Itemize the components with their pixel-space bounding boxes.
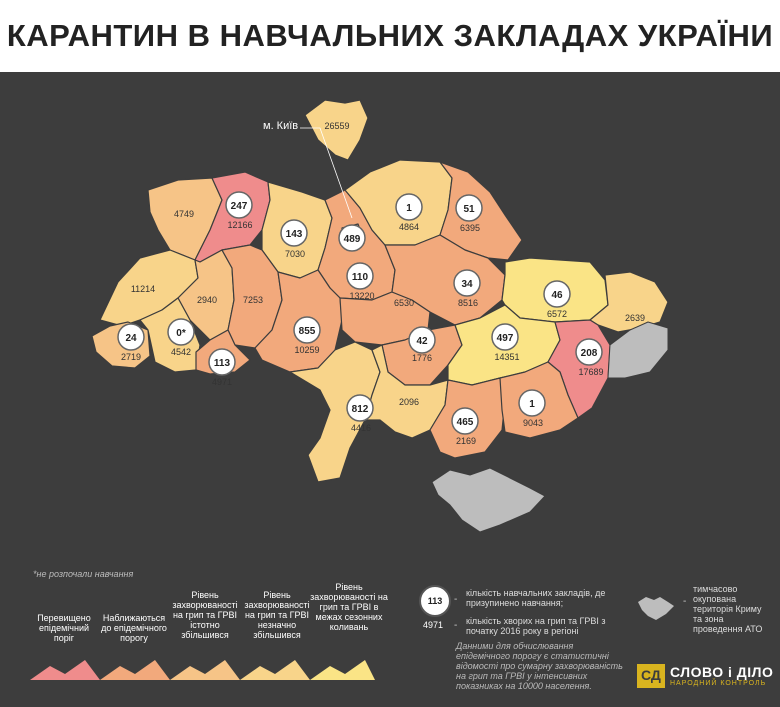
legend-circle-text: кількість навчальних закладів, де призуп…: [466, 588, 606, 608]
legend-scale: [30, 660, 375, 680]
schools-kharkiv: 46: [551, 290, 563, 301]
circle-vinnytsia: [293, 316, 321, 344]
logo: СД СЛОВО і ДІЛО НАРОДНИЙ КОНТРОЛЬ: [637, 664, 777, 690]
logo-subtitle: НАРОДНИЙ КОНТРОЛЬ: [670, 680, 767, 687]
legend-swatch-slight: [240, 660, 310, 680]
legend-label-approaching: Наближаються до епідемічного порогу: [101, 613, 167, 643]
legend-label-seasonal: Рівень захворюваності на грип та ГРВІ в …: [310, 582, 388, 632]
legend-dash-2: -: [454, 620, 458, 631]
schools-sumy: 51: [463, 204, 475, 215]
cases-north: 26559: [324, 121, 349, 131]
schools-kyiv-city: 489: [344, 234, 361, 245]
cases-chernivtsi: 4971: [212, 377, 232, 387]
cases-poltava: 8516: [458, 298, 478, 308]
schools-zaporizhzhia: 1: [529, 399, 535, 410]
cases-kherson: 2169: [456, 436, 476, 446]
schools-odesa: 812: [352, 404, 369, 415]
legend-swatch-approaching: [100, 660, 170, 680]
schools-zhytomyr: 143: [286, 229, 303, 240]
logo-mark: СД: [637, 664, 665, 688]
cases-luhansk: 2639: [625, 313, 645, 323]
legend-label-exceeded: Перевищено епідемічний поріг: [37, 613, 91, 643]
circle-zaporizhzhia: [518, 389, 546, 417]
schools-kyivska: 110: [352, 272, 369, 283]
kyiv-label: м. Київ: [263, 120, 299, 132]
cases-lviv: 11214: [131, 284, 155, 294]
circle-chernivtsi: [208, 348, 236, 376]
ukraine-map: 247 143 489 110 1 51 34 46 24 0* 113 855…: [91, 99, 669, 533]
circle-kharkiv: [543, 280, 571, 308]
circle-kyivska: [346, 262, 374, 290]
cases-cherkasy: 6530: [394, 298, 414, 308]
ato-zone: [607, 321, 669, 379]
cases-zaporizhzhia: 9043: [523, 418, 543, 428]
circle-kyiv-city: [338, 224, 366, 252]
logo-name: СЛОВО і ДІЛО: [670, 664, 774, 680]
schools-vinnytsia: 855: [299, 326, 316, 337]
circle-poltava: [453, 269, 481, 297]
cases-ivano-frankivsk: 4542: [171, 347, 191, 357]
circle-ivano-frankivsk: [167, 318, 195, 346]
legend-swatch-exceeded: [30, 660, 100, 680]
method-note: Данними для обчислювання епідемічного по…: [456, 641, 623, 691]
schools-donetsk: 208: [581, 348, 598, 359]
schools-rivne: 247: [231, 201, 248, 212]
circle-sumy: [455, 194, 483, 222]
title-bar: КАРАНТИН В НАВЧАЛЬНИХ ЗАКЛАДАХ УКРАЇНИ: [0, 0, 780, 72]
region-odeska: [289, 341, 381, 483]
legend-number-text: кількість хворих на грип та ГРВІ з почат…: [466, 616, 606, 636]
kyiv-pointer: [300, 127, 353, 219]
circle-donetsk: [575, 338, 603, 366]
legend-label-slight: Рівень захворюваності на грип та ГРВІ не…: [244, 590, 310, 640]
cases-volyn: 4749: [174, 209, 194, 219]
legend-dash-3: -: [683, 596, 687, 607]
cases-zakarpattia: 2719: [121, 352, 141, 362]
cases-vinnytsia: 10259: [294, 345, 319, 355]
cases-chernihiv: 4864: [399, 222, 419, 232]
schools-dnipro: 497: [497, 333, 514, 344]
legend-swatch-significant: [170, 660, 240, 680]
region-poltavska: [384, 234, 506, 326]
cases-odesa: 4416: [351, 423, 371, 433]
schools-kherson: 465: [457, 417, 474, 428]
circle-odesa: [346, 394, 374, 422]
legend-dash-1: -: [454, 594, 458, 605]
cases-donetsk: 17689: [578, 367, 603, 377]
circle-kherson: [451, 407, 479, 435]
circle-zakarpattia: [117, 323, 145, 351]
schools-chernihiv: 1: [406, 203, 412, 214]
cases-sumy: 6395: [460, 223, 480, 233]
circle-dnipro: [491, 323, 519, 351]
cases-kyivska: 13220: [349, 291, 374, 301]
legend-swatch-seasonal: [310, 660, 375, 680]
occupied-legend-text: тимчасово окупована територія Криму та з…: [693, 584, 763, 634]
cases-kirovohrad: 1776: [412, 353, 432, 363]
crimea: [431, 467, 546, 533]
cases-ternopil: 2940: [197, 295, 217, 305]
schools-poltava: 34: [461, 279, 473, 290]
circle-rivne: [225, 191, 253, 219]
schools-zakarpattia: 24: [125, 333, 137, 344]
cases-rivne: 12166: [227, 220, 252, 230]
cases-khmelnytsk: 7253: [243, 295, 263, 305]
page-title: КАРАНТИН В НАВЧАЛЬНИХ ЗАКЛАДАХ УКРАЇНИ: [6, 18, 774, 53]
circles: [117, 191, 603, 435]
crimea-legend-icon: [638, 597, 674, 620]
schools-ivano-frankivsk: 0*: [176, 328, 186, 339]
legend-number-example: 4971: [423, 620, 444, 630]
schools-chernivtsi: 113: [214, 358, 231, 369]
schools-kirovohrad: 42: [416, 336, 428, 347]
cases-dnipro: 14351: [494, 352, 519, 362]
cases-kharkiv: 6572: [547, 309, 567, 319]
legend-label-significant: Рівень захворюваності на грип та ГРВІ іс…: [172, 590, 238, 640]
circle-zhytomyr: [280, 219, 308, 247]
circle-chernihiv: [395, 193, 423, 221]
cases-mykolaiv: 2096: [399, 397, 419, 407]
legend-circle-example: 113: [419, 585, 451, 617]
circle-kirovohrad: [408, 326, 436, 354]
region-north: [304, 99, 369, 161]
cases-zhytomyr: 7030: [285, 249, 305, 259]
footnote: *не розпочали навчання: [33, 569, 134, 579]
